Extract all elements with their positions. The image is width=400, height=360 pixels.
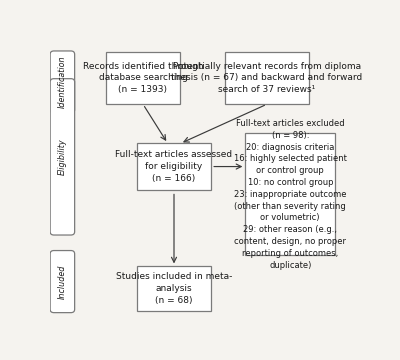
Bar bbox=[225, 51, 309, 104]
FancyBboxPatch shape bbox=[50, 79, 75, 235]
Bar bbox=[106, 51, 180, 104]
Bar bbox=[137, 266, 211, 311]
FancyBboxPatch shape bbox=[50, 251, 75, 312]
Bar bbox=[245, 133, 335, 255]
Text: Identification: Identification bbox=[58, 56, 67, 108]
Text: Full-text articles excluded
(n = 98):
20: diagnosis criteria
16: highly selected: Full-text articles excluded (n = 98): 20… bbox=[234, 119, 347, 270]
Bar bbox=[137, 143, 211, 190]
Text: Studies included in meta-
analysis
(n = 68): Studies included in meta- analysis (n = … bbox=[116, 272, 232, 305]
Text: Eligibility: Eligibility bbox=[58, 139, 67, 175]
Text: Records identified through
database searching
(n = 1393): Records identified through database sear… bbox=[83, 62, 203, 94]
Text: Included: Included bbox=[58, 264, 67, 299]
FancyBboxPatch shape bbox=[50, 51, 75, 113]
Text: Full-text articles assessed
for eligibility
(n = 166): Full-text articles assessed for eligibil… bbox=[116, 150, 232, 183]
Text: Potentially relevant records from diploma
thesis (n = 67) and backward and forwa: Potentially relevant records from diplom… bbox=[171, 62, 363, 94]
